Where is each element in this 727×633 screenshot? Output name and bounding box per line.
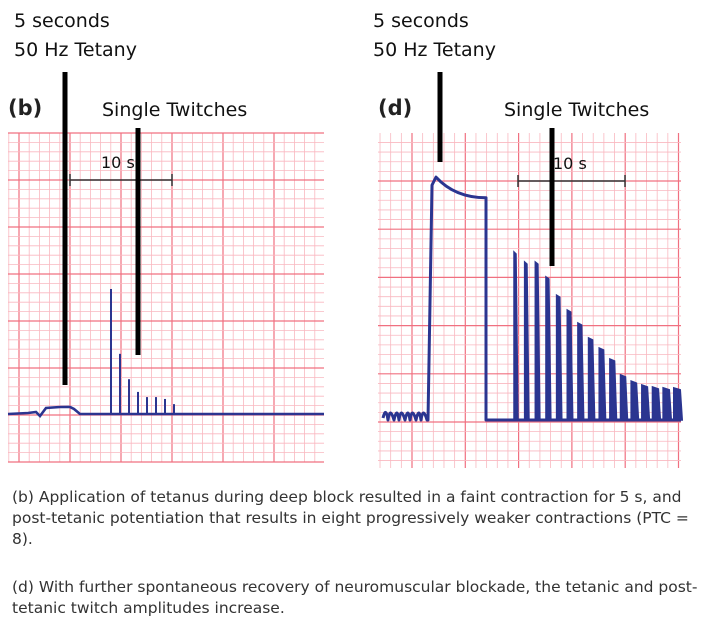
twitch-d xyxy=(577,321,585,421)
scale-label-b: 10 s xyxy=(101,153,135,172)
twitch-d xyxy=(523,260,530,421)
twitch-d xyxy=(566,308,574,421)
caption-d: (d) With further spontaneous recovery of… xyxy=(12,578,698,617)
twitch-d xyxy=(534,260,541,421)
caption-b: (b) Application of tetanus during deep b… xyxy=(12,488,689,548)
twitch-d xyxy=(641,383,651,421)
twitch-d xyxy=(513,250,519,421)
twitch-d xyxy=(555,293,563,421)
twitch-label-d: Single Twitches xyxy=(504,99,650,121)
tetany-label-b-line1: 5 seconds xyxy=(14,10,110,32)
twitch-d xyxy=(545,275,552,421)
panel-label-d: (d) xyxy=(378,96,413,120)
twitch-label-b: Single Twitches xyxy=(102,99,248,121)
twitch-d xyxy=(619,373,629,421)
twitch-d xyxy=(662,386,673,421)
scale-label-d: 10 s xyxy=(553,154,587,173)
tetany-label-d-line2: 50 Hz Tetany xyxy=(373,39,496,61)
panel-label-b: (b) xyxy=(8,96,43,120)
twitch-d xyxy=(651,385,662,421)
trace-d-tetanus xyxy=(381,175,681,422)
tetany-label-b-line2: 50 Hz Tetany xyxy=(14,39,137,61)
twitch-d xyxy=(609,357,618,421)
twitch-d xyxy=(587,336,596,421)
twitch-d xyxy=(630,380,640,421)
twitch-d xyxy=(598,346,607,421)
twitch-d xyxy=(673,386,684,421)
trace-b-baseline xyxy=(7,405,324,418)
tetany-label-d-line1: 5 seconds xyxy=(373,10,469,32)
